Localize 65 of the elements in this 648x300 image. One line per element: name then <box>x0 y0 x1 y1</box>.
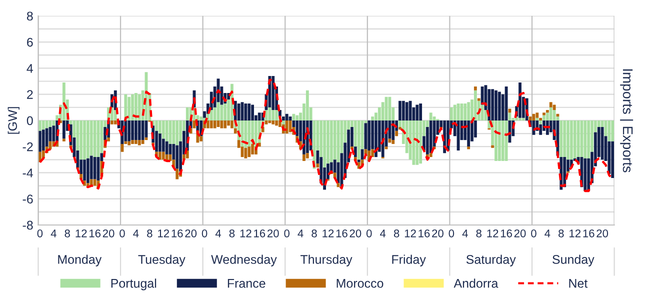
x-tick-label: 0 <box>202 229 208 238</box>
legend-label: France <box>228 279 266 288</box>
y-axis-title: [GW] <box>8 107 20 134</box>
x-tick-label: 0 <box>37 229 43 238</box>
text: Thursday <box>300 254 352 266</box>
x-tick-label: 4 <box>462 230 468 238</box>
x-tick-label: 8 <box>229 229 235 238</box>
x-tick-label: 4 <box>133 230 139 238</box>
x-tick-label: 12 <box>570 229 580 238</box>
legend-label: Morocco <box>336 279 384 288</box>
text: Tuesday <box>138 254 186 266</box>
x-tick-label: 20 <box>432 229 444 238</box>
x-tick-label: 12 <box>322 229 334 238</box>
legend-label: Portugal <box>111 278 156 290</box>
x-tick-label: 16 <box>89 229 100 238</box>
x-tick-label: 12 <box>487 229 498 238</box>
x-tick-label: 4 <box>50 230 56 238</box>
x-tick-label: 4 <box>544 230 550 238</box>
y-tick-label: -4 <box>22 168 34 178</box>
x-tick-label: 0 <box>366 229 372 238</box>
y-tick-label: -8 <box>22 220 33 230</box>
x-tick-label: 8 <box>64 229 70 238</box>
x-tick-label: 8 <box>147 229 152 238</box>
text: Sunday <box>552 254 594 266</box>
x-tick-label: 16 <box>583 229 594 238</box>
x-tick-label: 0 <box>448 229 454 238</box>
x-tick-label: 12 <box>404 229 416 238</box>
text: Monday <box>58 254 102 266</box>
x-tick-label: 20 <box>102 229 114 238</box>
y-tick-label: -6 <box>22 194 33 204</box>
y-tick-label: 2 <box>27 90 33 99</box>
y-tick-label: 8 <box>26 12 33 21</box>
x-tick-label: 12 <box>240 229 252 238</box>
legend-label: Andorra <box>454 278 498 288</box>
x-tick-label: 12 <box>76 229 87 238</box>
text: Saturday <box>466 254 516 266</box>
x-tick-label: 20 <box>514 229 526 238</box>
x-tick-label: 20 <box>268 229 279 238</box>
y-tick-label: 0 <box>26 116 33 126</box>
x-tick-label: 0 <box>120 229 125 238</box>
y-tick-label: 4 <box>26 64 34 73</box>
x-tick-label: 20 <box>596 229 608 238</box>
x-tick-label: 20 <box>350 229 362 238</box>
x-tick-label: 0 <box>284 229 290 238</box>
x-tick-label: 12 <box>158 229 170 238</box>
x-tick-label: 16 <box>500 229 512 238</box>
x-tick-label: 4 <box>215 230 222 238</box>
x-tick-label: 4 <box>298 230 304 238</box>
text: Wednesday <box>211 254 277 266</box>
x-tick-label: 16 <box>254 229 266 238</box>
x-tick-label: 4 <box>380 230 386 238</box>
x-tick-label: 16 <box>336 229 348 238</box>
y2-axis-title: Imports | Exports <box>620 69 634 172</box>
legend-label: Net <box>569 279 588 288</box>
y-tick-label: 6 <box>27 38 33 47</box>
y-tick-label: -2 <box>22 142 33 152</box>
x-tick-label: 8 <box>558 229 564 238</box>
x-tick-label: 16 <box>418 229 430 238</box>
x-tick-label: 8 <box>312 229 317 238</box>
x-tick-label: 8 <box>476 229 482 238</box>
x-tick-label: 8 <box>394 229 400 238</box>
x-tick-label: 20 <box>185 229 197 238</box>
x-tick-label: 16 <box>172 229 183 238</box>
text: Friday <box>392 254 426 266</box>
x-tick-label: 0 <box>531 229 536 238</box>
